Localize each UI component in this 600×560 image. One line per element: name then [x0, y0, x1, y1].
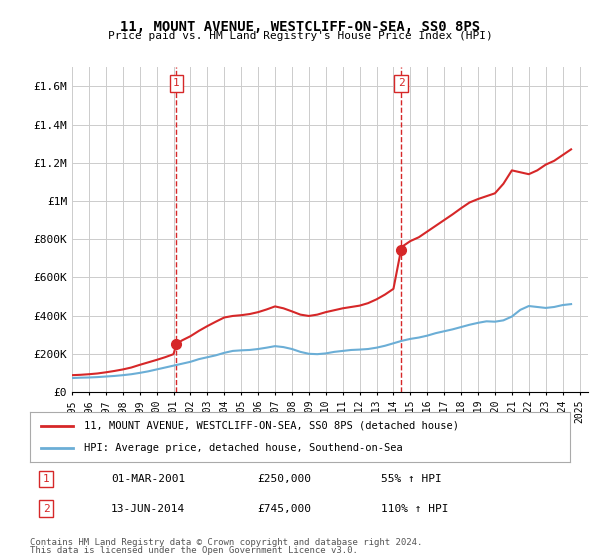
Text: Contains HM Land Registry data © Crown copyright and database right 2024.: Contains HM Land Registry data © Crown c…: [30, 538, 422, 547]
Text: 11, MOUNT AVENUE, WESTCLIFF-ON-SEA, SS0 8PS: 11, MOUNT AVENUE, WESTCLIFF-ON-SEA, SS0 …: [120, 20, 480, 34]
Text: 11, MOUNT AVENUE, WESTCLIFF-ON-SEA, SS0 8PS (detached house): 11, MOUNT AVENUE, WESTCLIFF-ON-SEA, SS0 …: [84, 421, 459, 431]
Text: 110% ↑ HPI: 110% ↑ HPI: [381, 503, 449, 514]
Text: 13-JUN-2014: 13-JUN-2014: [111, 503, 185, 514]
Text: HPI: Average price, detached house, Southend-on-Sea: HPI: Average price, detached house, Sout…: [84, 443, 403, 453]
Text: 1: 1: [173, 78, 180, 88]
Text: 55% ↑ HPI: 55% ↑ HPI: [381, 474, 442, 484]
Text: 2: 2: [43, 503, 50, 514]
Text: 01-MAR-2001: 01-MAR-2001: [111, 474, 185, 484]
Text: Price paid vs. HM Land Registry's House Price Index (HPI): Price paid vs. HM Land Registry's House …: [107, 31, 493, 41]
Text: This data is licensed under the Open Government Licence v3.0.: This data is licensed under the Open Gov…: [30, 546, 358, 555]
Text: £250,000: £250,000: [257, 474, 311, 484]
Text: 1: 1: [43, 474, 50, 484]
Text: £745,000: £745,000: [257, 503, 311, 514]
Text: 2: 2: [398, 78, 404, 88]
